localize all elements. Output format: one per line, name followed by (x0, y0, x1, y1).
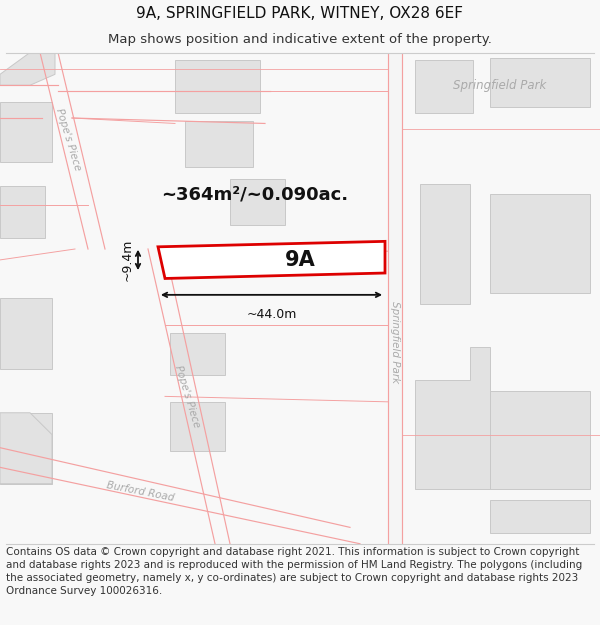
Polygon shape (0, 52, 55, 85)
Text: Burford Road: Burford Road (106, 480, 175, 503)
Bar (490, 500, 590, 533)
Bar (0, 412, 52, 484)
Text: Pope's Piece: Pope's Piece (173, 364, 201, 429)
Polygon shape (415, 348, 490, 489)
Bar (0, 102, 52, 162)
Bar (490, 58, 590, 107)
Polygon shape (158, 241, 385, 279)
Bar (490, 391, 590, 489)
Bar (0, 298, 52, 369)
Text: 9A, SPRINGFIELD PARK, WITNEY, OX28 6EF: 9A, SPRINGFIELD PARK, WITNEY, OX28 6EF (137, 6, 464, 21)
Bar (170, 333, 225, 374)
Text: ~364m²/~0.090ac.: ~364m²/~0.090ac. (161, 186, 349, 203)
Polygon shape (0, 412, 52, 484)
Bar (170, 402, 225, 451)
Bar (230, 179, 285, 225)
Bar (415, 60, 473, 112)
Polygon shape (388, 52, 402, 544)
Text: Map shows position and indicative extent of the property.: Map shows position and indicative extent… (108, 33, 492, 46)
Text: Contains OS data © Crown copyright and database right 2021. This information is : Contains OS data © Crown copyright and d… (6, 547, 582, 596)
Text: Pope's Piece: Pope's Piece (54, 107, 82, 172)
Text: 9A: 9A (284, 250, 316, 270)
Polygon shape (40, 52, 105, 249)
Text: Springfield Park: Springfield Park (454, 79, 547, 92)
Bar (175, 60, 260, 112)
Bar (490, 194, 590, 292)
Text: Springfield Park: Springfield Park (390, 301, 400, 383)
Bar (185, 121, 253, 167)
Text: ~9.4m: ~9.4m (121, 239, 134, 281)
Bar (0, 186, 45, 238)
Text: ~44.0m: ~44.0m (247, 308, 296, 321)
Bar (420, 184, 470, 304)
